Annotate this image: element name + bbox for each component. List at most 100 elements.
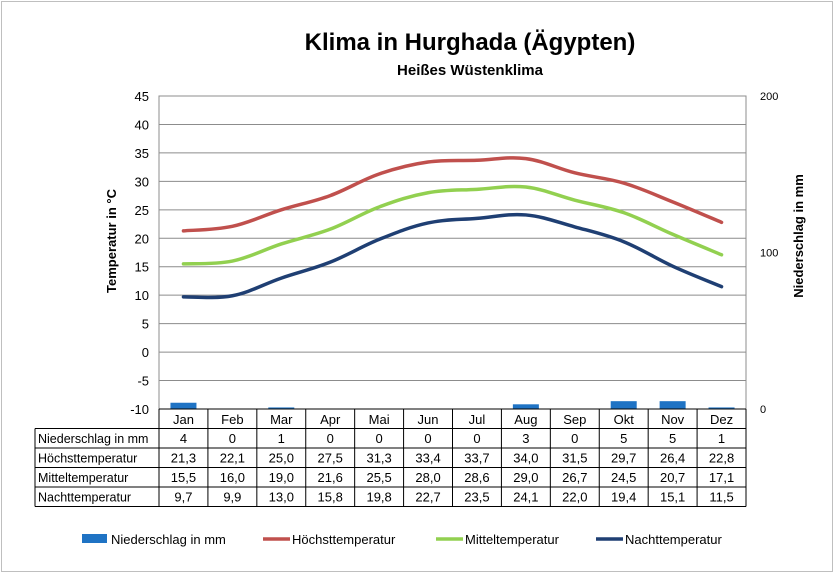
data-table: Jan Feb Mar Apr Mai Jun Jul Aug Sep Okt Nov Dez Nied… <box>34 408 747 507</box>
table-cell: 33,4 <box>415 451 440 466</box>
table-cell: 22,8 <box>709 451 734 466</box>
temperature-lines <box>181 156 724 300</box>
table-cell: 21,6 <box>318 470 343 485</box>
table-cell: 31,5 <box>562 451 587 466</box>
table-cell: 16,0 <box>220 470 245 485</box>
y-tick-label: 15 <box>135 260 149 275</box>
y-tick-label: 20 <box>135 231 149 246</box>
table-cell: 29,7 <box>611 451 636 466</box>
legend-label: Höchsttemperatur <box>292 532 396 547</box>
table-cell: 13,0 <box>269 490 294 505</box>
precipitation-bars <box>170 401 735 409</box>
table-cell: 9,9 <box>223 490 241 505</box>
category-label: Apr <box>320 412 341 427</box>
y2-axis-label: Niederschlag in mm <box>791 174 806 298</box>
table-cell: 25,5 <box>366 470 391 485</box>
table-cell: 3 <box>522 431 529 446</box>
category-label: Mar <box>270 412 293 427</box>
table-cell: 34,0 <box>513 451 538 466</box>
table-cell: 15,8 <box>318 490 343 505</box>
y-axis-ticks: 45 40 35 30 25 20 15 10 5 0 -5 -10 <box>130 89 149 417</box>
y-tick-label: 0 <box>142 345 149 360</box>
table-cell: 1 <box>278 431 285 446</box>
table-cell: 1 <box>718 431 725 446</box>
table-cell: 0 <box>229 431 236 446</box>
table-cell: 24,5 <box>611 470 636 485</box>
precipitation-bar <box>708 407 735 409</box>
category-label: Aug <box>514 412 537 427</box>
table-cell: 0 <box>473 431 480 446</box>
precipitation-bar <box>659 401 686 409</box>
precipitation-bar <box>170 402 197 409</box>
y-tick-label: 30 <box>135 174 149 189</box>
table-cell: 24,1 <box>513 490 538 505</box>
table-cell: 25,0 <box>269 451 294 466</box>
y-tick-label: 10 <box>135 288 149 303</box>
category-label: Dez <box>710 412 733 427</box>
table-cell: 23,5 <box>464 490 489 505</box>
legend-label: Mitteltemperatur <box>465 532 560 547</box>
table-cell: 5 <box>669 431 676 446</box>
table-cell: 22,1 <box>220 451 245 466</box>
table-cell: 26,7 <box>562 470 587 485</box>
y-axis-label: Temperatur in °C <box>104 188 119 293</box>
precipitation-bar <box>512 404 539 409</box>
table-cell: 19,8 <box>366 490 391 505</box>
table-cell: 22,0 <box>562 490 587 505</box>
table-cell: 5 <box>620 431 627 446</box>
category-label: Nov <box>661 412 685 427</box>
table-row-header: Höchsttemperatur <box>38 452 137 466</box>
plot-area-border <box>158 95 747 410</box>
precipitation-bar <box>268 407 295 409</box>
y-tick-label: 40 <box>135 117 149 132</box>
legend: Niederschlag in mm Höchsttemperatur Mittel… <box>82 532 722 547</box>
table-cell: 19,4 <box>611 490 636 505</box>
table-cell: 27,5 <box>318 451 343 466</box>
table-cell: 28,6 <box>464 470 489 485</box>
table-row-header: Nachttemperatur <box>38 491 131 505</box>
table-cell: 33,7 <box>464 451 489 466</box>
legend-swatch-bar <box>82 534 107 543</box>
gridlines <box>158 95 747 410</box>
table-row-header: Mitteltemperatur <box>38 471 128 485</box>
y-tick-label: 5 <box>142 317 149 332</box>
legend-label: Nachttemperatur <box>625 532 722 547</box>
category-label: Jan <box>173 412 194 427</box>
table-row-header: Niederschlag in mm <box>38 432 148 446</box>
table-cell: 20,7 <box>660 470 685 485</box>
category-label: Jun <box>418 412 439 427</box>
legend-label: Niederschlag in mm <box>111 532 226 547</box>
table-cell: 26,4 <box>660 451 685 466</box>
category-label: Mai <box>369 412 390 427</box>
high-temperature-line <box>181 156 724 233</box>
table-cell: 0 <box>424 431 431 446</box>
table-cell: 22,7 <box>415 490 440 505</box>
table-cell: 15,1 <box>660 490 685 505</box>
category-label: Jul <box>469 412 486 427</box>
table-cell: 28,0 <box>415 470 440 485</box>
table-cell: 9,7 <box>174 490 192 505</box>
y2-tick-label: 200 <box>760 91 778 103</box>
category-label: Sep <box>563 412 586 427</box>
chart-subtitle: Heißes Wüstenklima <box>397 62 544 79</box>
category-label: Feb <box>221 412 243 427</box>
y-tick-label: 25 <box>135 203 149 218</box>
y2-tick-label: 0 <box>760 404 766 416</box>
table-cell: 19,0 <box>269 470 294 485</box>
precipitation-bar <box>610 401 637 409</box>
y-tick-label: 45 <box>135 89 149 104</box>
y-tick-label: -5 <box>137 374 149 389</box>
table-cell: 31,3 <box>366 451 391 466</box>
table-cell: 21,3 <box>171 451 196 466</box>
table-cell: 0 <box>376 431 383 446</box>
table-cell: 4 <box>180 431 187 446</box>
table-cell: 17,1 <box>709 470 734 485</box>
table-cell: 29,0 <box>513 470 538 485</box>
table-cell: 11,5 <box>709 490 733 505</box>
table-cell: 0 <box>327 431 334 446</box>
table-cell: 0 <box>571 431 578 446</box>
y2-tick-label: 100 <box>760 248 778 260</box>
table-cell: 15,5 <box>171 470 196 485</box>
